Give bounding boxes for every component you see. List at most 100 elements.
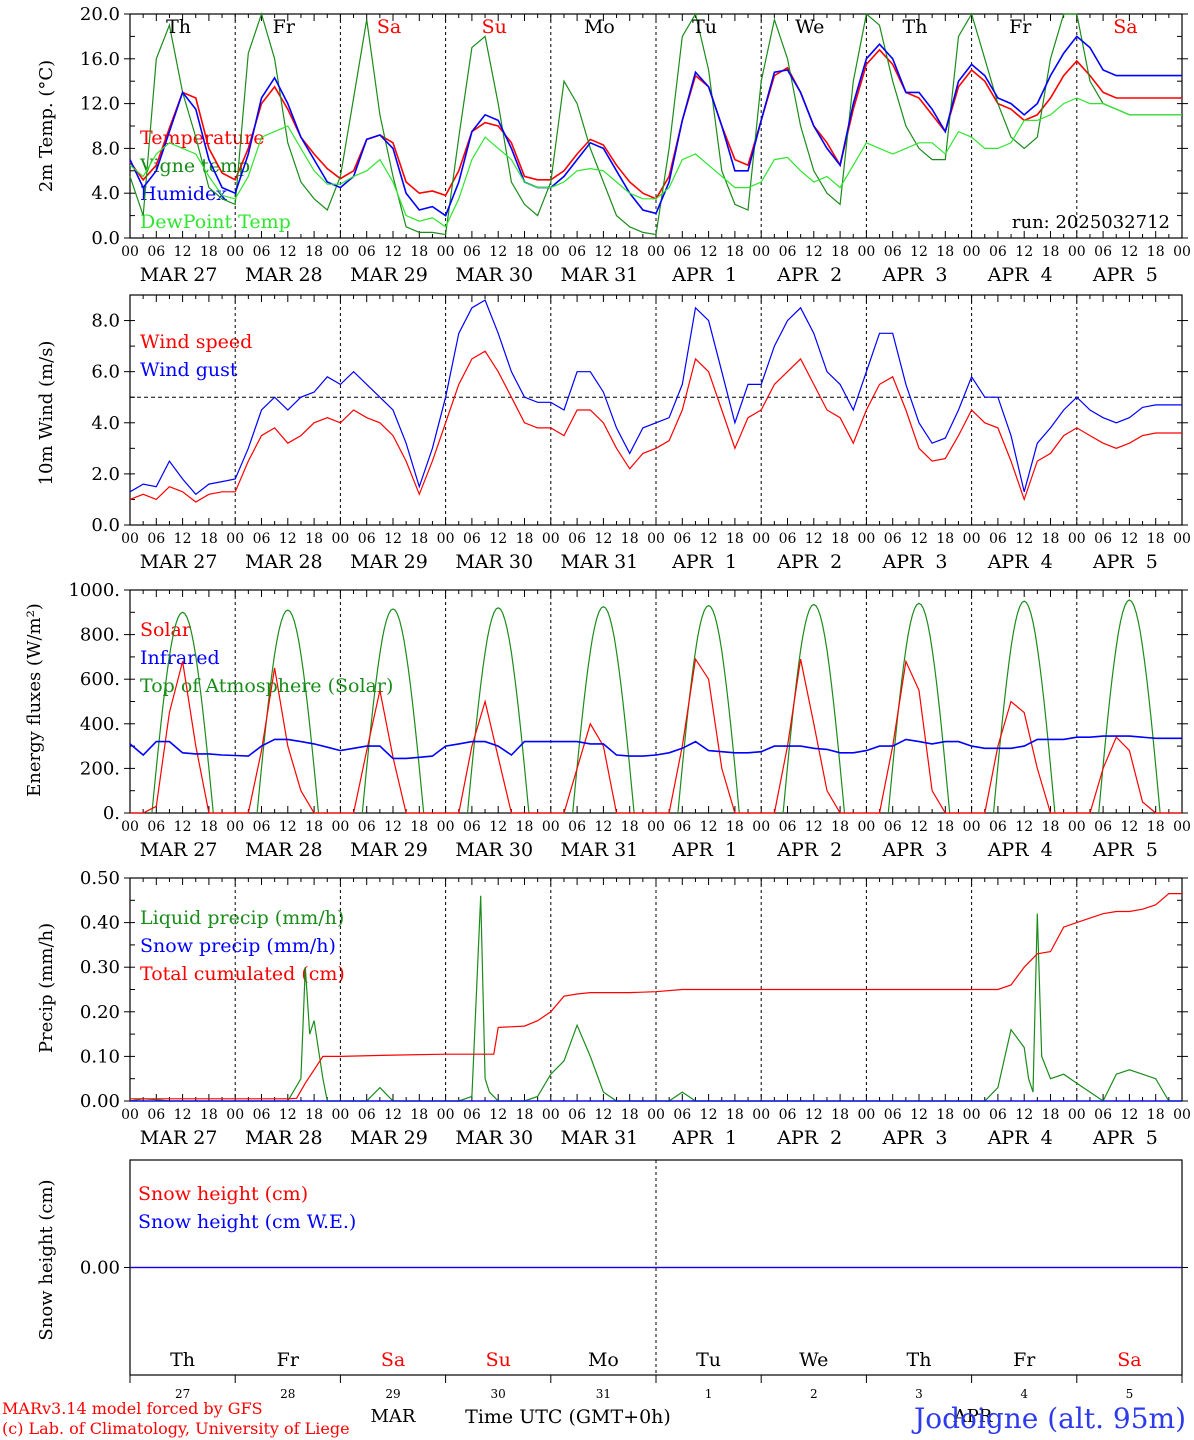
legend-solar: Solar <box>140 619 192 641</box>
series-line-0-3 <box>129 97 1182 228</box>
hour-tick-label: 00 <box>1068 531 1086 547</box>
legend-snow-height: Snow height (cm) <box>138 1183 308 1205</box>
hour-tick-label: 06 <box>253 819 271 835</box>
series-toa-solar-day-5 <box>572 606 635 814</box>
hour-tick-label: 18 <box>831 1107 849 1123</box>
hour-tick-label: 00 <box>226 819 244 835</box>
bottom-day-number: 2 <box>810 1387 818 1401</box>
top-day-name: Sa <box>377 16 401 38</box>
y-tick-label: 0.30 <box>80 957 120 978</box>
bottom-day-number: 4 <box>1020 1387 1028 1401</box>
hour-tick-label: 18 <box>410 531 428 547</box>
hour-tick-label: 12 <box>805 819 823 835</box>
hour-tick-label: 00 <box>647 819 665 835</box>
hour-tick-label: 12 <box>594 531 612 547</box>
hour-tick-label: 12 <box>384 1107 402 1123</box>
chart-marks: 00 06 12 18 00 06 12 18 00 06 12 18 00 06 12 18 00 06 12 18… <box>68 4 1190 1401</box>
hour-tick-label: 06 <box>1094 531 1112 547</box>
series-line-1-1 <box>129 299 1182 496</box>
hour-tick-label: 06 <box>568 531 586 547</box>
plot-frame-2 <box>129 589 1183 814</box>
bottom-day-number: 31 <box>596 1387 611 1401</box>
bottom-day-number: 3 <box>915 1387 923 1401</box>
hour-tick-label: 12 <box>1015 244 1033 260</box>
y-tick-label: 200. <box>80 758 120 779</box>
date-label: MAR 28 <box>245 551 323 573</box>
hour-tick-label: 00 <box>857 819 875 835</box>
snow-ylabel: Snow height (cm) <box>36 1179 57 1340</box>
hour-tick-label: 18 <box>936 244 954 260</box>
y-tick-label: 0.40 <box>80 913 120 934</box>
date-label: APR 1 <box>671 551 737 573</box>
hour-tick-label: 00 <box>226 244 244 260</box>
series-toa-solar-day-6 <box>677 604 740 814</box>
hour-tick-label: 06 <box>568 819 586 835</box>
y-tick-label: 0.00 <box>80 1258 120 1279</box>
hour-tick-label: 06 <box>884 1107 902 1123</box>
hour-tick-label: 12 <box>805 1107 823 1123</box>
hour-tick-label: 06 <box>358 531 376 547</box>
hour-tick-label: 12 <box>910 531 928 547</box>
hour-tick-label: 18 <box>831 531 849 547</box>
date-label: MAR 30 <box>455 1127 533 1149</box>
hour-tick-label: 12 <box>384 819 402 835</box>
hour-tick-label: 06 <box>463 819 481 835</box>
hour-tick-label: 00 <box>331 531 349 547</box>
legend-vigne-temp: Vigne temp <box>139 155 250 177</box>
hour-tick-label: 18 <box>516 1107 534 1123</box>
hour-tick-label: 12 <box>700 244 718 260</box>
series-line-1-0 <box>129 350 1182 503</box>
hour-tick-label: 12 <box>700 1107 718 1123</box>
hour-tick-label: 06 <box>989 531 1007 547</box>
date-label: MAR 28 <box>245 1127 323 1149</box>
legend-snow-precip: Snow precip (mm/h) <box>140 935 336 957</box>
hour-tick-label: 00 <box>226 531 244 547</box>
bottom-day-name: Su <box>486 1349 511 1371</box>
hour-tick-label: 00 <box>437 819 455 835</box>
hour-tick-label: 18 <box>516 819 534 835</box>
bottom-day-name: Th <box>907 1349 932 1371</box>
hour-tick-label: 06 <box>673 819 691 835</box>
hour-tick-label: 18 <box>200 819 218 835</box>
date-label: MAR 27 <box>140 551 218 573</box>
hour-tick-label: 12 <box>174 819 192 835</box>
date-label: MAR 29 <box>350 839 428 861</box>
date-label: APR 4 <box>987 1127 1053 1149</box>
hour-tick-label: 18 <box>1147 1107 1165 1123</box>
legend-toa: Top of Atmosphere (Solar) <box>140 675 393 697</box>
hour-tick-label: 00 <box>752 819 770 835</box>
hour-tick-label: 18 <box>1042 244 1060 260</box>
hour-tick-label: 00 <box>542 244 560 260</box>
y-tick-label: 20.0 <box>80 4 120 25</box>
bottom-day-name: Sa <box>1117 1349 1141 1371</box>
hour-tick-label: 00 <box>1068 819 1086 835</box>
hour-tick-label: 18 <box>621 244 639 260</box>
date-label: MAR 29 <box>350 551 428 573</box>
hour-tick-label: 00 <box>121 819 139 835</box>
wind-ylabel: 10m Wind (m/s) <box>36 341 57 486</box>
hour-tick-label: 18 <box>516 531 534 547</box>
hour-tick-label: 06 <box>1094 1107 1112 1123</box>
y-tick-label: 0.50 <box>80 868 120 889</box>
date-label: MAR 27 <box>140 839 218 861</box>
hour-tick-label: 12 <box>1120 1107 1138 1123</box>
series-line-3-2 <box>130 892 1182 1100</box>
y-tick-label: 0. <box>103 803 120 824</box>
hour-tick-label: 06 <box>1094 244 1112 260</box>
hour-tick-label: 18 <box>726 819 744 835</box>
hour-tick-label: 00 <box>857 244 875 260</box>
hour-tick-label: 06 <box>358 244 376 260</box>
hour-tick-label: 12 <box>279 1107 297 1123</box>
temp-ylabel: 2m Temp. (°C) <box>36 60 57 192</box>
precip-ylabel: Precip (mm/h) <box>36 923 57 1053</box>
date-label: APR 5 <box>1092 551 1158 573</box>
hour-tick-label: 18 <box>305 531 323 547</box>
date-label: APR 1 <box>671 1127 737 1149</box>
y-tick-label: 0.00 <box>80 1091 120 1112</box>
y-tick-label: 400. <box>80 714 120 735</box>
legend-wind-gust: Wind gust <box>140 359 238 381</box>
hour-tick-label: 18 <box>726 1107 744 1123</box>
hour-tick-label: 12 <box>1120 531 1138 547</box>
date-label: APR 3 <box>882 551 948 573</box>
hour-tick-label: 06 <box>568 1107 586 1123</box>
